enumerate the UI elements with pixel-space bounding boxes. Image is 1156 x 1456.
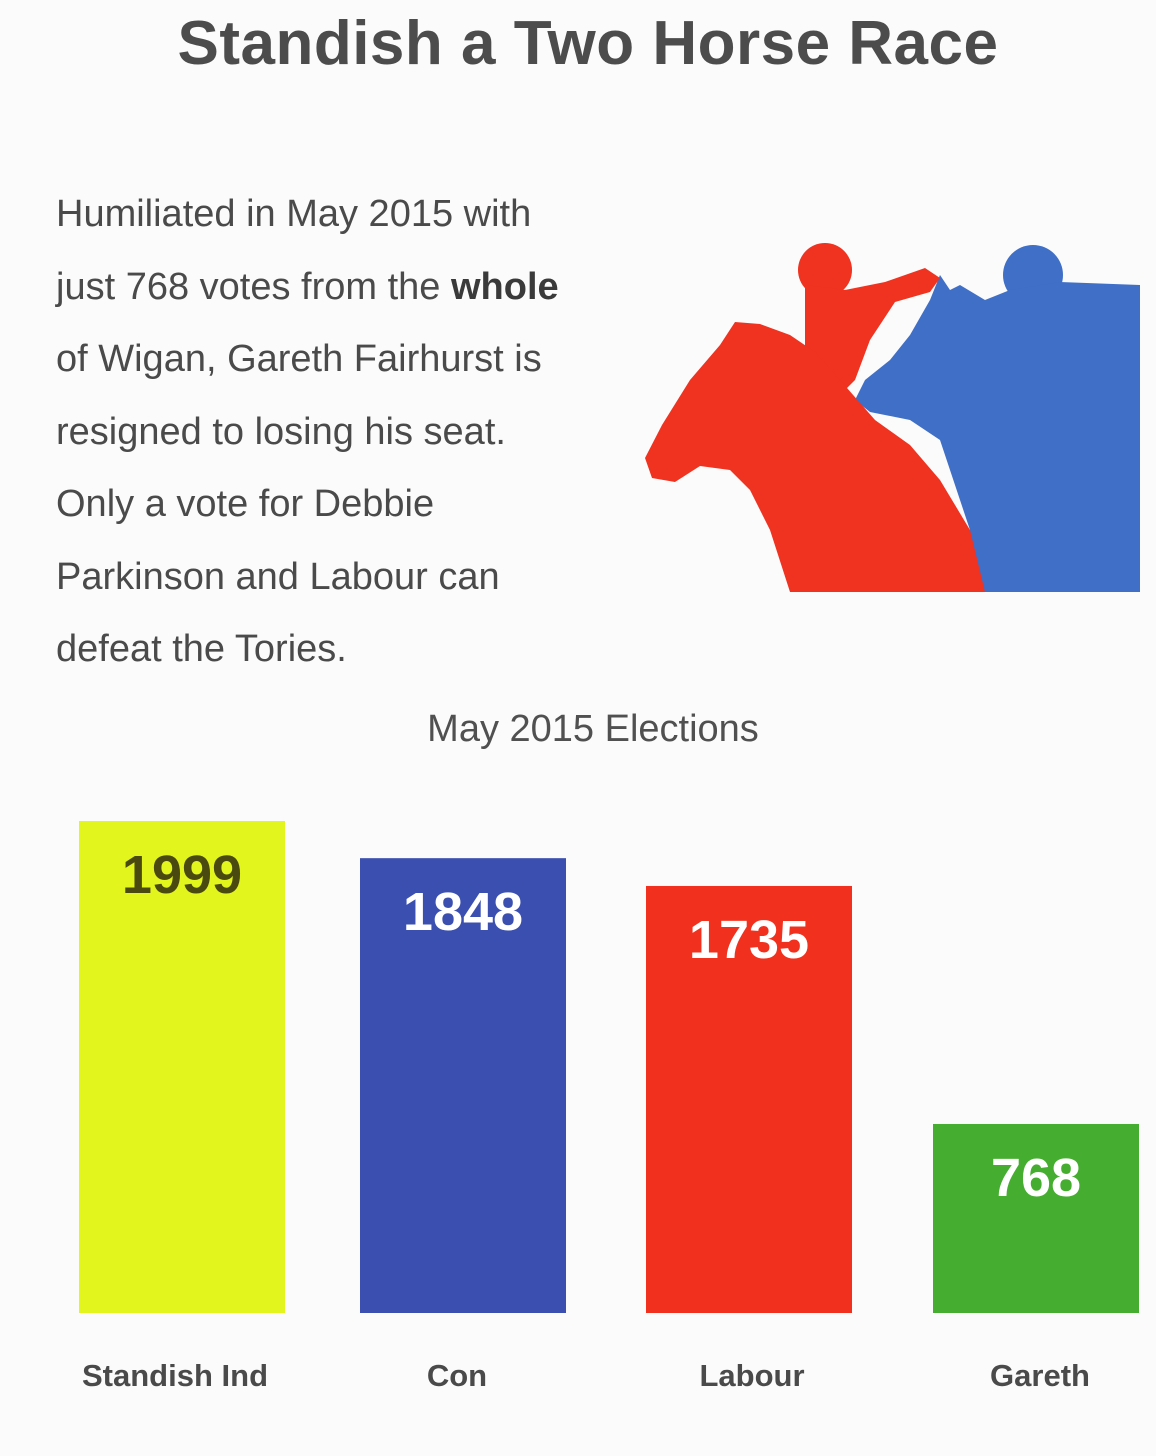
category-label: Gareth bbox=[990, 1358, 1090, 1393]
bar-value-label: 1735 bbox=[689, 910, 809, 970]
body-line: just 768 votes from the whole bbox=[56, 251, 636, 324]
body-line: defeat the Tories. bbox=[56, 628, 347, 670]
bar-standish-ind bbox=[79, 821, 285, 1313]
bar-con bbox=[360, 858, 566, 1313]
category-label: Con bbox=[427, 1358, 487, 1393]
category-label: Labour bbox=[699, 1358, 804, 1393]
body-line: Humiliated in May 2015 with bbox=[56, 193, 532, 235]
bar-gareth bbox=[933, 1123, 1139, 1313]
body-line: of Wigan, Gareth Fairhurst is bbox=[56, 338, 542, 380]
chart-title: May 2015 Elections bbox=[427, 708, 759, 750]
bar-value-label: 768 bbox=[991, 1148, 1081, 1208]
bar-value-label: 1999 bbox=[122, 845, 242, 905]
body-line: Only a vote for Debbie bbox=[56, 483, 435, 525]
bar-chart: 1999 Standish Ind 1848 Con 1735 Labour 768 Gare… bbox=[79, 821, 1139, 1393]
two-racing-horses-icon bbox=[640, 230, 1140, 600]
bar-value-label: 1848 bbox=[403, 882, 523, 942]
body-line-bold: whole bbox=[450, 265, 559, 308]
bar-labour bbox=[646, 885, 852, 1313]
category-label: Standish Ind bbox=[82, 1358, 268, 1393]
body-line: Parkinson and Labour can bbox=[56, 555, 500, 598]
body-text: Humiliated in May 2015 with just 768 vot… bbox=[56, 178, 636, 686]
headline: Standish a Two Horse Race bbox=[177, 9, 999, 78]
body-line-text: just 768 votes from the bbox=[56, 265, 451, 308]
body-line: resigned to losing his seat. bbox=[56, 410, 506, 453]
